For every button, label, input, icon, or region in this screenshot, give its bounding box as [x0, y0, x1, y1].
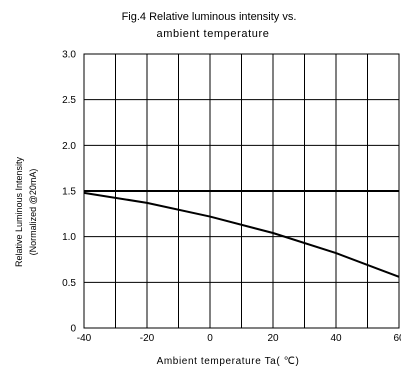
- y-tick-label-0: 0: [70, 324, 76, 335]
- x-tick-label-0: -40: [77, 333, 92, 344]
- x-tick-label-4: 40: [330, 333, 342, 344]
- y-tick-label-5: 2.5: [62, 95, 76, 106]
- y-tick-label-6: 3.0: [62, 50, 76, 61]
- series-layer: [83, 190, 400, 278]
- x-axis-label: Ambient temperature Ta( ℃): [157, 356, 300, 367]
- y-tick-label-3: 1.5: [62, 187, 76, 198]
- y-tick-label-1: 0.5: [62, 278, 76, 289]
- x-tick-label-5: 60: [393, 333, 401, 344]
- y-axis-label-line2: (Normalized @20mA): [28, 169, 38, 256]
- x-tick-label-1: -20: [140, 333, 155, 344]
- y-tick-label-4: 2.0: [62, 141, 76, 152]
- y-tick-label-2: 1.0: [62, 232, 76, 243]
- y-tick-labels: 0 0.5 1.0 1.5 2.0 2.5 3.0: [62, 50, 76, 335]
- chart-title-line1: Fig.4 Relative luminous intensity vs.: [122, 11, 297, 23]
- series-line-0: [83, 191, 400, 278]
- chart-title-line2: ambient temperature: [157, 28, 270, 40]
- y-axis-label-line1: Relative Luminous Intensity: [14, 156, 24, 267]
- x-tick-label-2: 0: [207, 333, 213, 344]
- x-tick-labels: -40 -20 0 20 40 60: [77, 333, 401, 344]
- x-tick-label-3: 20: [267, 333, 279, 344]
